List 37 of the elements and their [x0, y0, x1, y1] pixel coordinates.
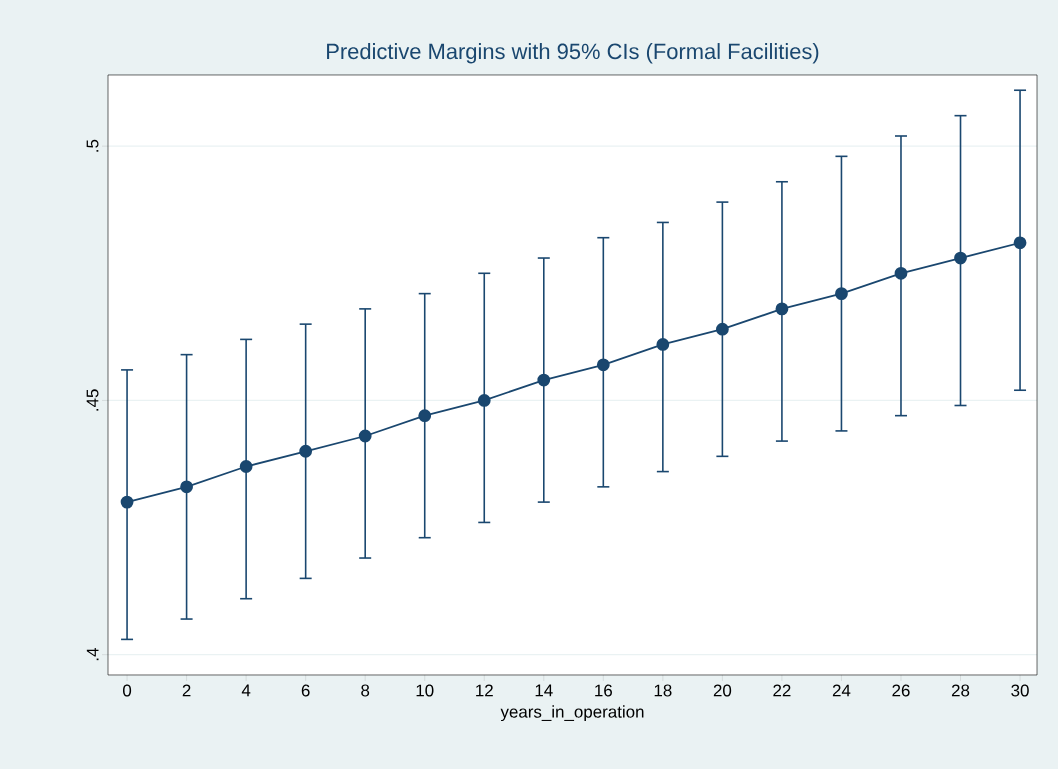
x-tick-label: 12 [476, 684, 493, 697]
x-tick-label: 24 [832, 684, 851, 697]
point [715, 322, 729, 336]
point [835, 287, 848, 301]
x-tick-label: 8 [361, 684, 370, 697]
point [239, 460, 253, 473]
x-axis-title: years_in_operation [500, 705, 644, 722]
x-tick-label: 0 [123, 684, 132, 697]
point [477, 394, 491, 407]
point [180, 480, 193, 494]
y-tick-label: .45 [86, 389, 99, 411]
point [418, 409, 432, 423]
point [894, 266, 908, 280]
x-tick-label: 20 [713, 684, 732, 697]
point [1013, 236, 1027, 250]
x-tick-label: 26 [892, 684, 910, 697]
x-tick-label: 28 [951, 684, 970, 697]
x-tick-label: 4 [241, 684, 251, 697]
point [358, 429, 372, 443]
point [656, 338, 670, 351]
x-tick-label: 10 [416, 684, 434, 697]
point [299, 444, 313, 458]
x-tick-label: 22 [773, 684, 791, 697]
point [537, 373, 551, 387]
x-tick-label: 2 [182, 684, 191, 697]
chart-title: Predictive Margins with 95% CIs (Formal Facilities) [327, 43, 819, 64]
x-tick-label: 6 [301, 684, 310, 697]
point [775, 302, 789, 316]
point [120, 495, 134, 509]
x-tick-label: 30 [1011, 684, 1029, 697]
x-tick-label: 14 [535, 684, 553, 697]
x-tick-label: 18 [654, 684, 672, 697]
y-tick-label: .5 [86, 139, 99, 152]
y-tick-label: .4 [86, 648, 99, 661]
point [596, 358, 610, 372]
x-tick-label: 16 [595, 684, 612, 697]
point [954, 251, 967, 265]
